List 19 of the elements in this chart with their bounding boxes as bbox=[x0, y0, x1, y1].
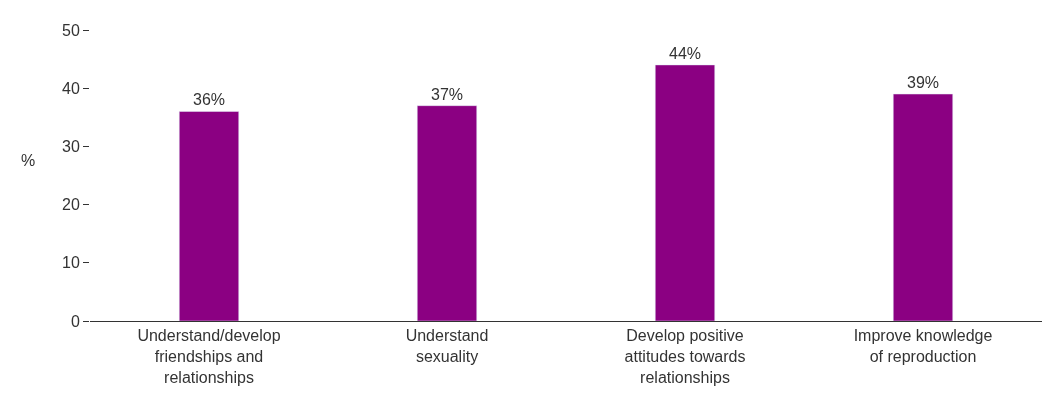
data-label: 37% bbox=[430, 85, 464, 103]
y-tick-label: 20 bbox=[62, 196, 80, 214]
x-tick-label: Understand/develop friendships and relationships bbox=[137, 327, 281, 386]
y-tick-label: 10 bbox=[62, 254, 80, 272]
x-tick-label: Understand sexuality bbox=[405, 327, 489, 365]
data-label: 39% bbox=[906, 74, 940, 92]
bar bbox=[417, 105, 477, 321]
bar bbox=[655, 64, 715, 321]
bar bbox=[179, 111, 239, 321]
y-tick-label: 40 bbox=[62, 79, 80, 97]
data-label: 44% bbox=[668, 44, 702, 62]
x-tick-label: Develop positive attitudes towards relationships bbox=[624, 327, 746, 386]
bar bbox=[893, 93, 953, 321]
y-tick-label: 50 bbox=[62, 21, 80, 39]
y-tick-label: 0 bbox=[70, 312, 80, 330]
x-tick-label: Improve knowledge of reproduction bbox=[853, 327, 993, 365]
y-axis-title: % bbox=[21, 152, 36, 169]
y-tick-label: 30 bbox=[62, 138, 80, 155]
data-label: 36% bbox=[192, 91, 226, 109]
